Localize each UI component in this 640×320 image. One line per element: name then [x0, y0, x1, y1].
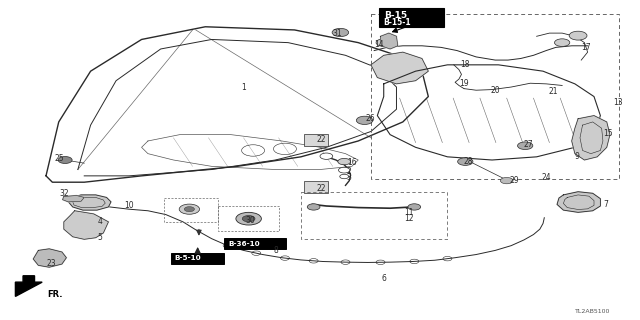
Text: 4: 4 — [98, 217, 102, 226]
Text: 17: 17 — [581, 43, 591, 52]
Circle shape — [340, 174, 349, 179]
FancyBboxPatch shape — [171, 253, 225, 264]
Circle shape — [356, 116, 373, 124]
Text: 28: 28 — [463, 157, 473, 166]
Circle shape — [320, 153, 333, 159]
Circle shape — [58, 156, 72, 164]
Text: 14: 14 — [374, 40, 383, 49]
Text: 6: 6 — [381, 275, 386, 284]
Circle shape — [554, 39, 570, 46]
Text: 22: 22 — [317, 135, 326, 144]
Bar — [301, 192, 447, 239]
Text: 26: 26 — [366, 114, 376, 123]
Polygon shape — [557, 192, 600, 212]
Bar — [371, 14, 620, 179]
Text: 31: 31 — [333, 28, 342, 38]
Text: 11: 11 — [404, 208, 414, 217]
Text: 5: 5 — [98, 233, 102, 242]
Text: 3: 3 — [347, 173, 351, 182]
Text: B-5-10: B-5-10 — [175, 255, 202, 261]
Text: 2: 2 — [347, 167, 351, 176]
Polygon shape — [381, 33, 397, 49]
Bar — [218, 206, 278, 231]
Polygon shape — [15, 276, 42, 296]
Text: 15: 15 — [604, 129, 613, 138]
Circle shape — [518, 142, 533, 149]
Circle shape — [376, 39, 392, 46]
Text: 9: 9 — [575, 152, 580, 161]
Text: 22: 22 — [317, 184, 326, 193]
Text: FR.: FR. — [47, 290, 63, 299]
Text: B-15-1: B-15-1 — [384, 18, 412, 27]
FancyBboxPatch shape — [304, 134, 328, 146]
Text: 30: 30 — [245, 216, 255, 225]
Text: 12: 12 — [404, 213, 414, 222]
Text: 20: 20 — [491, 86, 500, 95]
Text: 29: 29 — [510, 176, 520, 185]
Text: 7: 7 — [604, 200, 609, 209]
Text: 13: 13 — [613, 99, 623, 108]
Circle shape — [569, 31, 587, 40]
Text: 1: 1 — [241, 83, 246, 92]
Polygon shape — [572, 116, 610, 160]
Text: 32: 32 — [59, 189, 68, 198]
FancyBboxPatch shape — [380, 8, 444, 27]
Text: 25: 25 — [54, 154, 64, 163]
Text: B-36-10: B-36-10 — [228, 241, 260, 247]
Circle shape — [236, 212, 261, 225]
Text: 19: 19 — [459, 79, 468, 88]
Circle shape — [332, 28, 349, 36]
FancyBboxPatch shape — [225, 238, 285, 250]
FancyBboxPatch shape — [304, 181, 328, 193]
Text: B-15: B-15 — [384, 11, 407, 20]
Text: 10: 10 — [124, 202, 134, 211]
Text: 27: 27 — [524, 140, 534, 148]
Polygon shape — [69, 195, 111, 210]
Circle shape — [338, 158, 351, 165]
Circle shape — [339, 167, 350, 173]
Circle shape — [179, 204, 200, 214]
Text: TL2AB5100: TL2AB5100 — [575, 309, 611, 314]
Text: 24: 24 — [541, 173, 552, 182]
Circle shape — [307, 204, 320, 210]
Bar — [164, 198, 218, 222]
Text: 16: 16 — [348, 158, 357, 167]
Text: 21: 21 — [548, 87, 557, 96]
Polygon shape — [64, 211, 108, 239]
Circle shape — [500, 178, 513, 184]
Polygon shape — [63, 196, 84, 202]
Circle shape — [408, 204, 420, 210]
Circle shape — [184, 207, 195, 212]
Circle shape — [458, 158, 473, 165]
Polygon shape — [371, 52, 428, 84]
Polygon shape — [33, 249, 67, 267]
Text: 23: 23 — [46, 259, 56, 268]
Circle shape — [243, 215, 255, 222]
Text: 18: 18 — [460, 60, 470, 69]
Text: 8: 8 — [273, 246, 278, 255]
